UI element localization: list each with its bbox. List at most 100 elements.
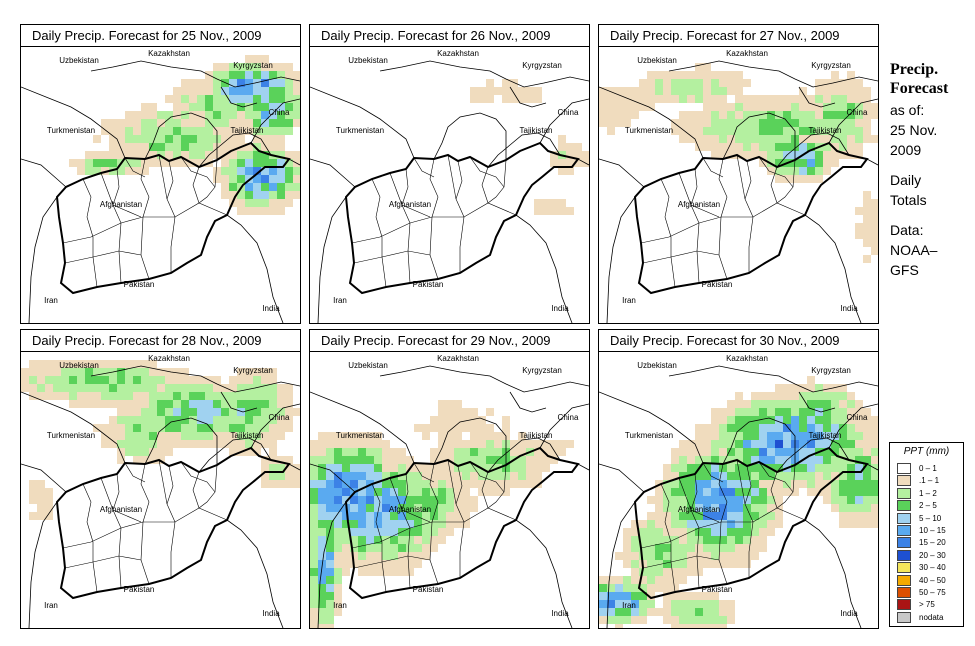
precip-cell (157, 368, 165, 376)
province-boundary (92, 237, 98, 288)
precip-cell (406, 488, 414, 496)
precip-cell (382, 496, 390, 504)
precip-cell (807, 167, 815, 175)
legend-swatch (897, 587, 911, 598)
precip-cell (438, 432, 446, 440)
precip-cell (815, 464, 823, 472)
precip-cell (831, 87, 839, 95)
precip-cell (695, 71, 703, 79)
precip-cell (93, 167, 101, 175)
precip-cell (823, 464, 831, 472)
precip-cell (261, 392, 269, 400)
precip-cell (687, 592, 695, 600)
precip-cell (775, 143, 783, 151)
precip-cell (695, 135, 703, 143)
precip-cell (550, 151, 558, 159)
precip-cell (261, 167, 269, 175)
precip-cell (29, 488, 37, 496)
precip-cell (703, 600, 711, 608)
precip-cell (310, 448, 318, 456)
precip-cell (510, 448, 518, 456)
precip-cell (639, 79, 647, 87)
precip-cell (534, 440, 542, 448)
precip-cell (775, 159, 783, 167)
country-label: Pakistan (124, 585, 155, 594)
precip-cell (366, 552, 374, 560)
precip-cell (173, 143, 181, 151)
precip-cell (807, 416, 815, 424)
country-label: Kyrgyzstan (233, 61, 273, 70)
precip-cell (85, 159, 93, 167)
precip-cell (719, 151, 727, 159)
precip-cell (791, 424, 799, 432)
precip-cell (703, 95, 711, 103)
legend-swatch (897, 574, 911, 586)
precip-cell (719, 135, 727, 143)
precip-cell (671, 71, 679, 79)
precip-cell (189, 127, 197, 135)
precip-cell (711, 151, 719, 159)
precip-cell (125, 368, 133, 376)
precip-cell (149, 448, 157, 456)
country-label: Pakistan (413, 280, 444, 289)
precip-cell (293, 472, 300, 480)
precip-cell (743, 456, 751, 464)
precip-cell (631, 95, 639, 103)
precip-cell (157, 392, 165, 400)
precip-cell (350, 440, 358, 448)
precip-cell (566, 151, 574, 159)
precip-cell (438, 504, 446, 512)
precip-cell (37, 488, 45, 496)
precip-cell (607, 608, 615, 616)
precip-cell (703, 624, 711, 628)
precip-cell (775, 416, 783, 424)
precip-cell (703, 119, 711, 127)
precip-cell (101, 151, 109, 159)
precip-cell (438, 488, 446, 496)
precip-cell (847, 464, 855, 472)
precip-cell (751, 392, 759, 400)
province-boundary (389, 477, 431, 523)
precip-cell (743, 127, 751, 135)
precip-cell (727, 504, 735, 512)
precip-cell (759, 392, 767, 400)
province-boundary (158, 459, 168, 505)
precip-cell (647, 496, 655, 504)
precip-cell (847, 143, 855, 151)
precip-cell (406, 456, 414, 464)
precip-cell (29, 392, 37, 400)
precip-cell (438, 456, 446, 464)
precip-cell (269, 376, 277, 384)
precip-cell (149, 440, 157, 448)
precip-cell (446, 512, 454, 520)
precip-cell (711, 480, 719, 488)
precip-cell (69, 368, 77, 376)
precip-cell (438, 528, 446, 536)
precip-cell (751, 472, 759, 480)
precip-cell (470, 408, 478, 416)
precip-cell (277, 119, 285, 127)
precip-cell (510, 79, 518, 87)
precip-cell (751, 504, 759, 512)
precip-cell (815, 480, 823, 488)
precip-cell (406, 568, 414, 576)
precip-cell (398, 456, 406, 464)
precip-cell (775, 95, 783, 103)
precip-cell (189, 400, 197, 408)
precip-cell (703, 592, 711, 600)
precip-cell (261, 191, 269, 199)
precip-cell (269, 103, 277, 111)
precip-cell (807, 103, 815, 111)
precip-cell (334, 504, 342, 512)
precip-cell (727, 111, 735, 119)
precip-cell (679, 464, 687, 472)
precip-cell (639, 608, 647, 616)
country-boundary (776, 132, 850, 168)
province-boundary (718, 463, 728, 523)
precip-cell (807, 400, 815, 408)
precip-cell (823, 440, 831, 448)
precip-cell (735, 512, 743, 520)
precip-cell (253, 127, 261, 135)
country-boundary (220, 86, 258, 108)
precip-cell (446, 424, 454, 432)
